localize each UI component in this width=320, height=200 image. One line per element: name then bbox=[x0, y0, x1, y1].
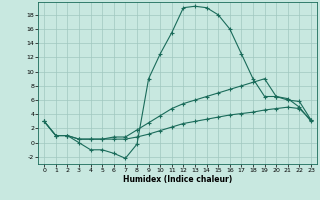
X-axis label: Humidex (Indice chaleur): Humidex (Indice chaleur) bbox=[123, 175, 232, 184]
